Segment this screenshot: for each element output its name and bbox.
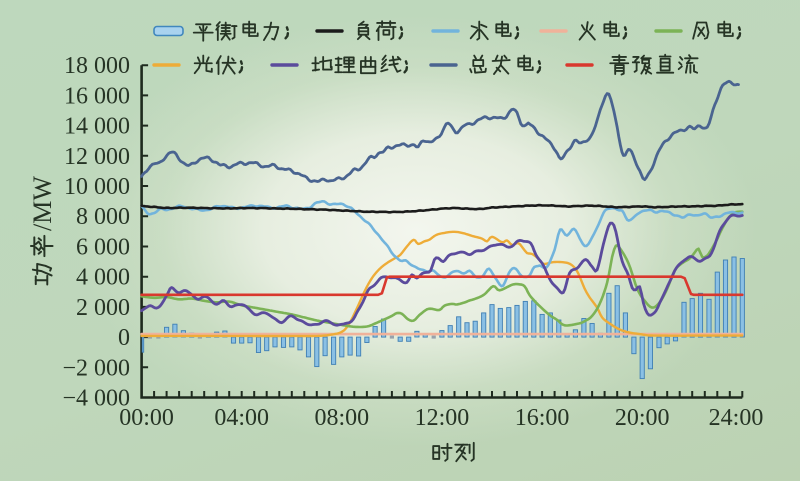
svg-text:2 000: 2 000 bbox=[76, 295, 130, 321]
svg-text:04:00: 04:00 bbox=[214, 405, 269, 431]
svg-text:12 000: 12 000 bbox=[64, 144, 130, 170]
svg-text:0: 0 bbox=[118, 325, 130, 351]
svg-text:−4 000: −4 000 bbox=[62, 386, 130, 412]
svg-text:14 000: 14 000 bbox=[64, 114, 130, 140]
svg-text:08:00: 08:00 bbox=[314, 405, 369, 431]
svg-text:18 000: 18 000 bbox=[64, 53, 130, 79]
svg-text:12:00: 12:00 bbox=[415, 405, 470, 431]
svg-text:00:00: 00:00 bbox=[119, 405, 174, 431]
svg-text:4 000: 4 000 bbox=[76, 265, 130, 291]
svg-text:24:00: 24:00 bbox=[709, 405, 764, 431]
svg-text:20:00: 20:00 bbox=[615, 405, 670, 431]
svg-text:−2 000: −2 000 bbox=[62, 355, 130, 381]
svg-text:/MW: /MW bbox=[28, 176, 57, 231]
svg-text:10 000: 10 000 bbox=[64, 174, 130, 200]
svg-text:6 000: 6 000 bbox=[76, 235, 130, 261]
svg-text:8 000: 8 000 bbox=[76, 204, 130, 230]
svg-text:16 000: 16 000 bbox=[64, 83, 130, 109]
svg-text:16:00: 16:00 bbox=[515, 405, 570, 431]
